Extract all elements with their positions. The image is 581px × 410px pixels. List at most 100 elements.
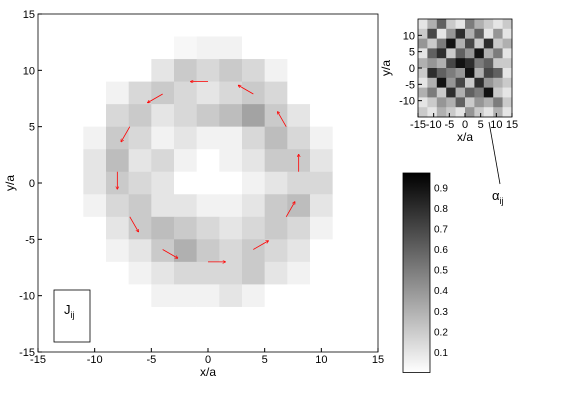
heat-cell: [502, 28, 513, 39]
heat-cell: [106, 306, 129, 330]
heat-cell: [332, 126, 356, 150]
heat-cell: [151, 14, 175, 37]
heat-cell: [106, 216, 129, 240]
heat-cell: [151, 329, 175, 353]
heat-cell: [355, 239, 379, 263]
heat-cell: [83, 171, 107, 195]
heat-cell: [219, 306, 243, 330]
heat-cell: [242, 59, 265, 82]
heat-cell: [493, 19, 503, 30]
heat-cell: [219, 59, 243, 82]
heat-cell: [264, 171, 288, 195]
heat-cell: [455, 97, 466, 108]
heat-cell: [174, 329, 197, 353]
heat-cell: [106, 14, 129, 37]
heat-cell: [83, 36, 107, 60]
y-tick-label: 15: [23, 9, 35, 21]
heat-cell: [174, 194, 197, 218]
heat-cell: [196, 261, 220, 285]
colorbar-tick-label: 0.8: [434, 204, 448, 215]
heat-cell: [287, 194, 311, 218]
heat-cell: [128, 14, 152, 37]
heat-cell: [355, 104, 379, 127]
heat-cell: [455, 38, 466, 49]
heat-cell: [436, 97, 447, 108]
heat-cell: [196, 149, 220, 173]
heat-cell: [427, 28, 438, 39]
arrow: [285, 202, 295, 217]
heat-cell: [427, 107, 438, 118]
heat-cell: [446, 77, 456, 88]
heat-cell: [242, 239, 265, 263]
x-axis-label: x/a: [457, 130, 473, 144]
heat-cell: [446, 38, 456, 49]
heat-cell: [60, 14, 84, 37]
heat-cell: [287, 36, 311, 60]
label-main: J: [64, 302, 71, 317]
heat-cell: [60, 261, 84, 285]
heat-cell: [151, 239, 175, 263]
heat-cell: [287, 14, 311, 37]
heat-cell: [264, 194, 288, 218]
x-tick-label: -5: [146, 354, 156, 366]
heat-cell: [38, 59, 61, 82]
heat-cell: [332, 14, 356, 37]
arrow: [162, 249, 178, 258]
heat-cell: [418, 107, 428, 118]
heat-cell: [174, 216, 197, 240]
heat-cell: [219, 104, 243, 127]
heat-cell: [483, 28, 494, 39]
heat-cell: [355, 149, 379, 173]
heat-cell: [474, 107, 485, 118]
heat-cell: [310, 216, 333, 240]
heat-cell: [483, 19, 494, 30]
heat-cell: [332, 239, 356, 263]
heat-cell: [446, 28, 456, 39]
heat-cell: [151, 149, 175, 173]
heat-cell: [151, 81, 175, 105]
heat-cell: [219, 216, 243, 240]
heat-cell: [128, 329, 152, 353]
colorbar-tick-label: 0.5: [434, 266, 448, 277]
heat-cell: [60, 126, 84, 150]
heat-cell: [60, 36, 84, 60]
heat-cell: [219, 14, 243, 37]
heat-cell: [355, 14, 379, 37]
y-axis-label: y/a: [379, 60, 393, 76]
heat-cell: [151, 194, 175, 218]
heat-cell: [83, 14, 107, 37]
x-tick-label: 0: [462, 119, 468, 131]
heat-cell: [355, 306, 379, 330]
heat-cell: [418, 38, 428, 49]
heat-cell: [287, 329, 311, 353]
heat-cell: [474, 77, 485, 88]
heat-cell: [128, 36, 152, 60]
heat-cell: [242, 36, 265, 60]
heat-cell: [174, 36, 197, 60]
heat-cell: [418, 87, 428, 98]
colorbar-tick-label: 0.6: [434, 245, 448, 256]
x-tick-label: 10: [490, 119, 502, 131]
heat-cell: [128, 149, 152, 173]
heat-cell: [502, 107, 513, 118]
heat-cell: [151, 261, 175, 285]
heat-cell: [196, 81, 220, 105]
heat-cell: [219, 194, 243, 218]
heat-cell: [355, 81, 379, 105]
heat-cell: [242, 284, 265, 308]
heat-cell: [455, 58, 466, 69]
label-box: [53, 289, 91, 343]
heat-cell: [264, 104, 288, 127]
heat-cell: [287, 239, 311, 263]
heat-cell: [332, 194, 356, 218]
heat-cell: [493, 77, 503, 88]
heat-cell: [502, 58, 513, 69]
heat-cell: [355, 126, 379, 150]
heat-cell: [474, 58, 485, 69]
arrow: [253, 241, 268, 250]
heat-cell: [196, 59, 220, 82]
heat-cell: [474, 97, 485, 108]
heat-cell: [83, 59, 107, 82]
heat-cell: [151, 59, 175, 82]
y-tick-label: 10: [23, 65, 35, 77]
